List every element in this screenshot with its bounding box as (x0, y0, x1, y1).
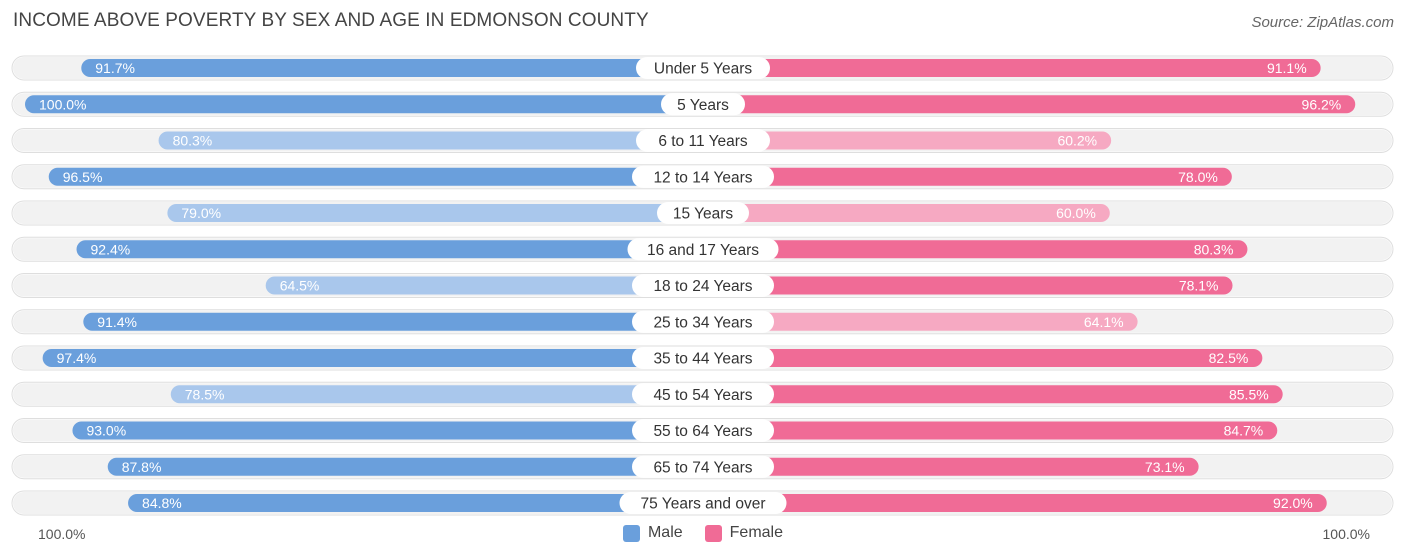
bar-female-75-years-and-over (703, 494, 1327, 512)
source-credit: Source: ZipAtlas.com (1251, 14, 1394, 31)
label-female-55-to-64-years: 84.7% (1224, 423, 1264, 439)
label-male-25-to-34-years: 91.4% (97, 314, 137, 330)
label-female-65-to-74-years: 73.1% (1145, 459, 1185, 475)
category-label-under-5-years: Under 5 Years (654, 61, 752, 78)
bar-female-18-to-24-years (703, 276, 1233, 295)
legend-swatch-female (704, 524, 722, 542)
bar-male-under-5-years (81, 59, 704, 77)
category-pill-35-to-44-years (632, 347, 774, 369)
bar-female-35-to-44-years (703, 349, 1263, 367)
bar-female-25-to-34-years (703, 312, 1138, 331)
axis-right-label: 100.0% (1322, 526, 1370, 542)
category-pill-75-years-and-over (619, 492, 787, 514)
bar-female-16-and-17-years (703, 240, 1248, 259)
legend-item-male[interactable]: Male (622, 524, 683, 542)
legend: Male Female (0, 524, 1406, 542)
label-female-35-to-44-years: 82.5% (1209, 350, 1249, 366)
category-label-6-to-11-years: 6 to 11 Years (658, 133, 748, 150)
bar-male-6-to-11-years (158, 131, 704, 150)
bar-female-45-to-54-years (703, 385, 1283, 404)
category-pill-under-5-years (636, 57, 770, 79)
bar-female-65-to-74-years (703, 457, 1199, 476)
bar-male-5-years (25, 95, 703, 114)
bar-male-18-to-24-years (265, 276, 703, 295)
legend-label-male: Male (647, 524, 683, 541)
category-label-75-years-and-over: 75 Years and over (641, 496, 766, 513)
label-female-under-5-years: 91.1% (1267, 60, 1307, 76)
bar-male-65-to-74-years (107, 457, 703, 476)
category-label-65-to-74-years: 65 to 74 Years (653, 459, 752, 476)
label-male-55-to-64-years: 93.0% (86, 423, 126, 439)
bar-female-12-to-14-years (703, 167, 1232, 186)
bar-male-45-to-54-years (170, 385, 703, 404)
category-label-55-to-64-years: 55 to 64 Years (653, 423, 752, 440)
label-male-45-to-54-years: 78.5% (185, 386, 225, 402)
legend-item-female[interactable]: Female (704, 524, 784, 542)
bar-male-16-and-17-years (76, 240, 703, 259)
label-female-75-years-and-over: 92.0% (1273, 495, 1313, 511)
category-pill-25-to-34-years (632, 310, 774, 333)
label-female-25-to-34-years: 64.1% (1084, 314, 1124, 330)
category-pill-12-to-14-years (632, 165, 774, 188)
bar-female-55-to-64-years (703, 421, 1278, 440)
category-pill-18-to-24-years (632, 274, 774, 297)
bar-male-35-to-44-years (42, 349, 704, 367)
label-male-under-5-years: 91.7% (95, 60, 135, 76)
category-label-15-years: 15 Years (673, 206, 734, 223)
label-male-65-to-74-years: 87.8% (122, 459, 162, 475)
bar-female-6-to-11-years (703, 131, 1112, 150)
chart-area: 91.7% 91.1% Under 5 Years 100.0% 96.2% 5 Year… (11, 55, 1394, 516)
label-male-35-to-44-years: 97.4% (57, 350, 97, 366)
legend-swatch-male (622, 524, 640, 542)
bar-male-25-to-34-years (83, 312, 704, 331)
label-female-15-years: 60.0% (1056, 205, 1096, 221)
label-male-6-to-11-years: 80.3% (173, 133, 213, 149)
label-male-75-years-and-over: 84.8% (142, 495, 182, 511)
category-pill-5-years (661, 93, 745, 116)
category-label-16-and-17-years: 16 and 17 Years (647, 242, 759, 259)
category-label-35-to-44-years: 35 to 44 Years (653, 351, 752, 368)
category-label-45-to-54-years: 45 to 54 Years (653, 387, 752, 404)
bar-female-5-years (703, 95, 1356, 114)
category-pill-16-and-17-years (627, 238, 779, 261)
category-pill-6-to-11-years (636, 129, 770, 152)
category-pill-55-to-64-years (632, 419, 774, 442)
label-female-6-to-11-years: 60.2% (1057, 133, 1097, 149)
label-female-45-to-54-years: 85.5% (1229, 386, 1269, 402)
label-male-5-years: 100.0% (39, 96, 86, 112)
label-male-18-to-24-years: 64.5% (280, 278, 320, 294)
category-label-12-to-14-years: 12 to 14 Years (653, 169, 752, 186)
category-pill-45-to-54-years (632, 383, 774, 406)
label-female-16-and-17-years: 80.3% (1194, 241, 1234, 257)
label-male-12-to-14-years: 96.5% (63, 169, 103, 185)
category-label-25-to-34-years: 25 to 34 Years (653, 314, 752, 331)
bar-male-15-years (167, 204, 703, 222)
category-label-5-years: 5 Years (677, 97, 729, 114)
legend-label-female: Female (729, 524, 784, 541)
category-pill-65-to-74-years (632, 455, 774, 478)
label-male-16-and-17-years: 92.4% (91, 241, 131, 257)
label-female-12-to-14-years: 78.0% (1178, 169, 1218, 185)
bar-male-12-to-14-years (48, 167, 704, 186)
category-pill-15-years (657, 202, 749, 224)
label-female-18-to-24-years: 78.1% (1179, 278, 1219, 294)
category-label-18-to-24-years: 18 to 24 Years (653, 278, 752, 295)
axis-left-label: 100.0% (38, 526, 86, 542)
bar-female-under-5-years (703, 59, 1321, 77)
bar-male-55-to-64-years (72, 421, 703, 440)
bar-female-15-years (703, 204, 1110, 222)
label-male-15-years: 79.0% (181, 205, 221, 221)
label-female-5-years: 96.2% (1302, 96, 1342, 112)
chart-title: INCOME ABOVE POVERTY BY SEX AND AGE IN E… (13, 10, 649, 31)
bar-male-75-years-and-over (128, 494, 703, 512)
